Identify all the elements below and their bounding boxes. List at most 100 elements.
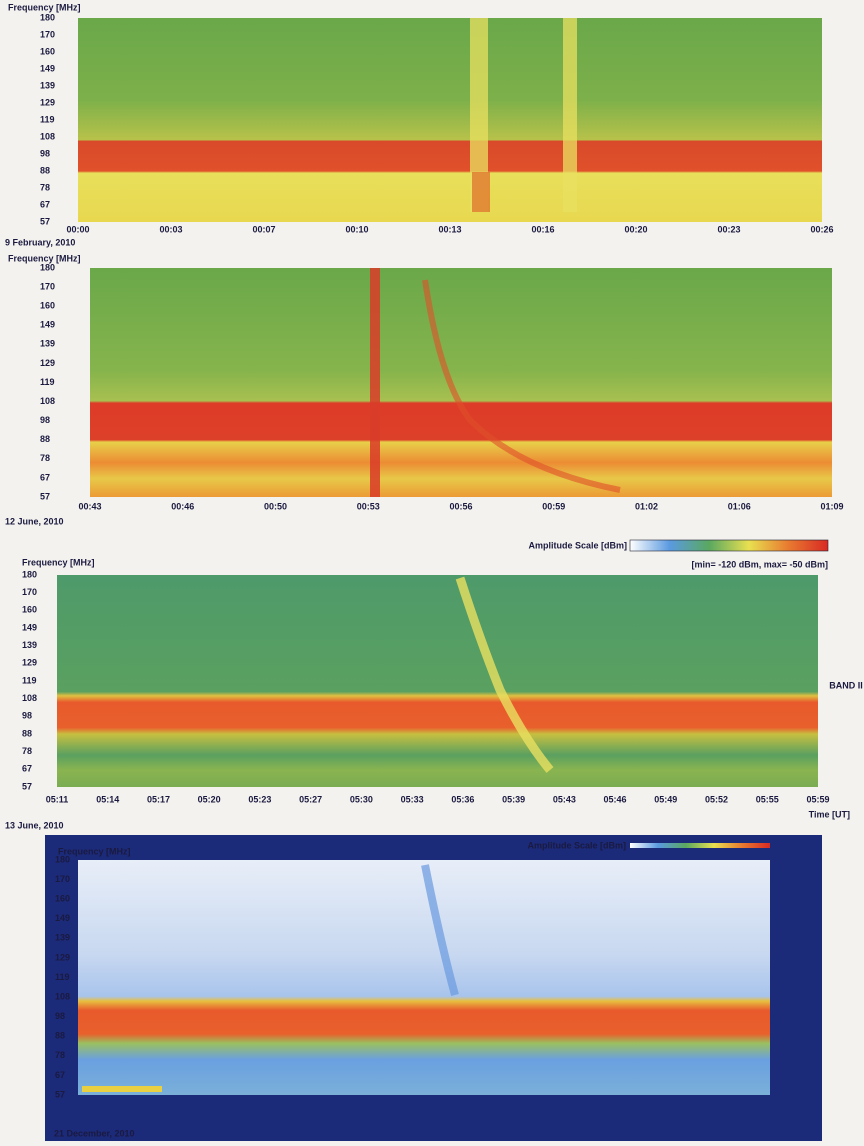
y-tick-label: 67 [55, 1070, 65, 1080]
y-tick-label: 170 [40, 281, 55, 291]
y-tick-label: 108 [40, 131, 55, 141]
y-tick-label: 57 [40, 491, 50, 501]
y-tick-label: 57 [55, 1089, 65, 1099]
x-tick-label: 00:56 [449, 501, 472, 511]
y-tick-label: 108 [55, 991, 70, 1001]
amplitude-label: Amplitude Scale [dBm] [528, 540, 627, 550]
x-tick-label: 00:46 [171, 501, 194, 511]
y-tick-label: 108 [40, 396, 55, 406]
y-tick-label: 67 [40, 199, 50, 209]
y-tick-label: 119 [40, 114, 55, 124]
y-tick-label: 129 [40, 358, 55, 368]
y-tick-label: 88 [40, 434, 50, 444]
streak [422, 279, 621, 493]
y-tick-label: 78 [40, 453, 50, 463]
streak [455, 576, 554, 773]
amplitude-label: Amplitude Scale [dBm] [527, 840, 626, 850]
x-tick-label: 05:30 [350, 794, 373, 804]
x-tick-label: 00:53 [357, 501, 380, 511]
streak [472, 172, 490, 212]
band-label: BAND II [829, 680, 863, 690]
y-tick-label: 149 [40, 320, 55, 330]
x-tick-label: 05:23 [248, 794, 271, 804]
y-tick-label: 108 [22, 693, 37, 703]
x-tick-label: 00:50 [264, 501, 287, 511]
x-tick-label: 05:49 [654, 794, 677, 804]
y-tick-label: 139 [22, 640, 37, 650]
streak [370, 268, 380, 497]
streak [470, 18, 488, 212]
x-tick-label: 05:43 [553, 794, 576, 804]
y-tick-label: 139 [40, 80, 55, 90]
y-tick-label: 98 [40, 415, 50, 425]
caption: 13 June, 2010 [5, 820, 64, 830]
x-tick-label: 05:20 [198, 794, 221, 804]
y-tick-label: 160 [40, 46, 55, 56]
y-tick-label: 129 [22, 658, 37, 668]
x-tick-label: 00:16 [531, 224, 554, 234]
y-tick-label: 88 [55, 1031, 65, 1041]
x-tick-label: 00:20 [624, 224, 647, 234]
amplitude-bar [629, 539, 829, 552]
y-tick-label: 67 [40, 472, 50, 482]
y-tick-label: 119 [22, 675, 37, 685]
amplitude-range: [min= -120 dBm, max= -50 dBm] [691, 559, 828, 569]
y-tick-label: 57 [22, 781, 32, 791]
y-tick-label: 160 [55, 894, 70, 904]
y-tick-label: 139 [40, 339, 55, 349]
spectrogram [57, 575, 818, 787]
x-tick-label: 05:14 [96, 794, 119, 804]
y-tick-label: 88 [22, 728, 32, 738]
y-tick-label: 78 [40, 182, 50, 192]
axis-title: Frequency [MHz] [8, 2, 81, 12]
caption: 21 December, 2010 [54, 1128, 135, 1138]
y-tick-label: 98 [40, 148, 50, 158]
y-tick-label: 170 [40, 29, 55, 39]
y-tick-label: 88 [40, 165, 50, 175]
axis-title: Frequency [MHz] [58, 846, 131, 856]
x-tick-label: 00:03 [159, 224, 182, 234]
y-tick-label: 149 [22, 622, 37, 632]
x-tick-label: 00:43 [78, 501, 101, 511]
x-tick-label: 00:23 [717, 224, 740, 234]
y-tick-label: 149 [55, 913, 70, 923]
y-tick-label: 139 [55, 933, 70, 943]
x-tick-label: 05:39 [502, 794, 525, 804]
x-tick-label: 01:02 [635, 501, 658, 511]
y-tick-label: 78 [55, 1050, 65, 1060]
x-tick-label: 05:59 [806, 794, 829, 804]
axis-title: Frequency [MHz] [8, 253, 81, 263]
caption: 9 February, 2010 [5, 237, 75, 247]
caption: 12 June, 2010 [5, 516, 64, 526]
x-tick-label: 05:52 [705, 794, 728, 804]
y-tick-label: 129 [40, 97, 55, 107]
x-tick-label: 00:10 [345, 224, 368, 234]
y-tick-label: 170 [22, 587, 37, 597]
x-tick-label: 00:26 [810, 224, 833, 234]
x-tick-label: 00:00 [66, 224, 89, 234]
y-tick-label: 160 [40, 301, 55, 311]
y-tick-label: 180 [22, 569, 37, 579]
y-tick-label: 119 [55, 972, 70, 982]
y-tick-label: 160 [22, 605, 37, 615]
axis-title: Frequency [MHz] [22, 557, 95, 567]
x-tick-label: 05:27 [299, 794, 322, 804]
y-tick-label: 180 [55, 854, 70, 864]
y-tick-label: 57 [40, 216, 50, 226]
x-tick-label: 05:55 [756, 794, 779, 804]
streak [421, 864, 459, 997]
x-tick-label: 05:36 [451, 794, 474, 804]
y-tick-label: 98 [55, 1011, 65, 1021]
y-tick-label: 67 [22, 764, 32, 774]
streak [563, 18, 577, 212]
y-tick-label: 78 [22, 746, 32, 756]
y-tick-label: 98 [22, 711, 32, 721]
x-tick-label: 05:33 [401, 794, 424, 804]
x-tick-label: 05:17 [147, 794, 170, 804]
y-tick-label: 129 [55, 952, 70, 962]
time-label: Time [UT] [809, 809, 850, 819]
y-tick-label: 180 [40, 262, 55, 272]
spectrogram [78, 860, 770, 1095]
y-tick-label: 119 [40, 377, 55, 387]
